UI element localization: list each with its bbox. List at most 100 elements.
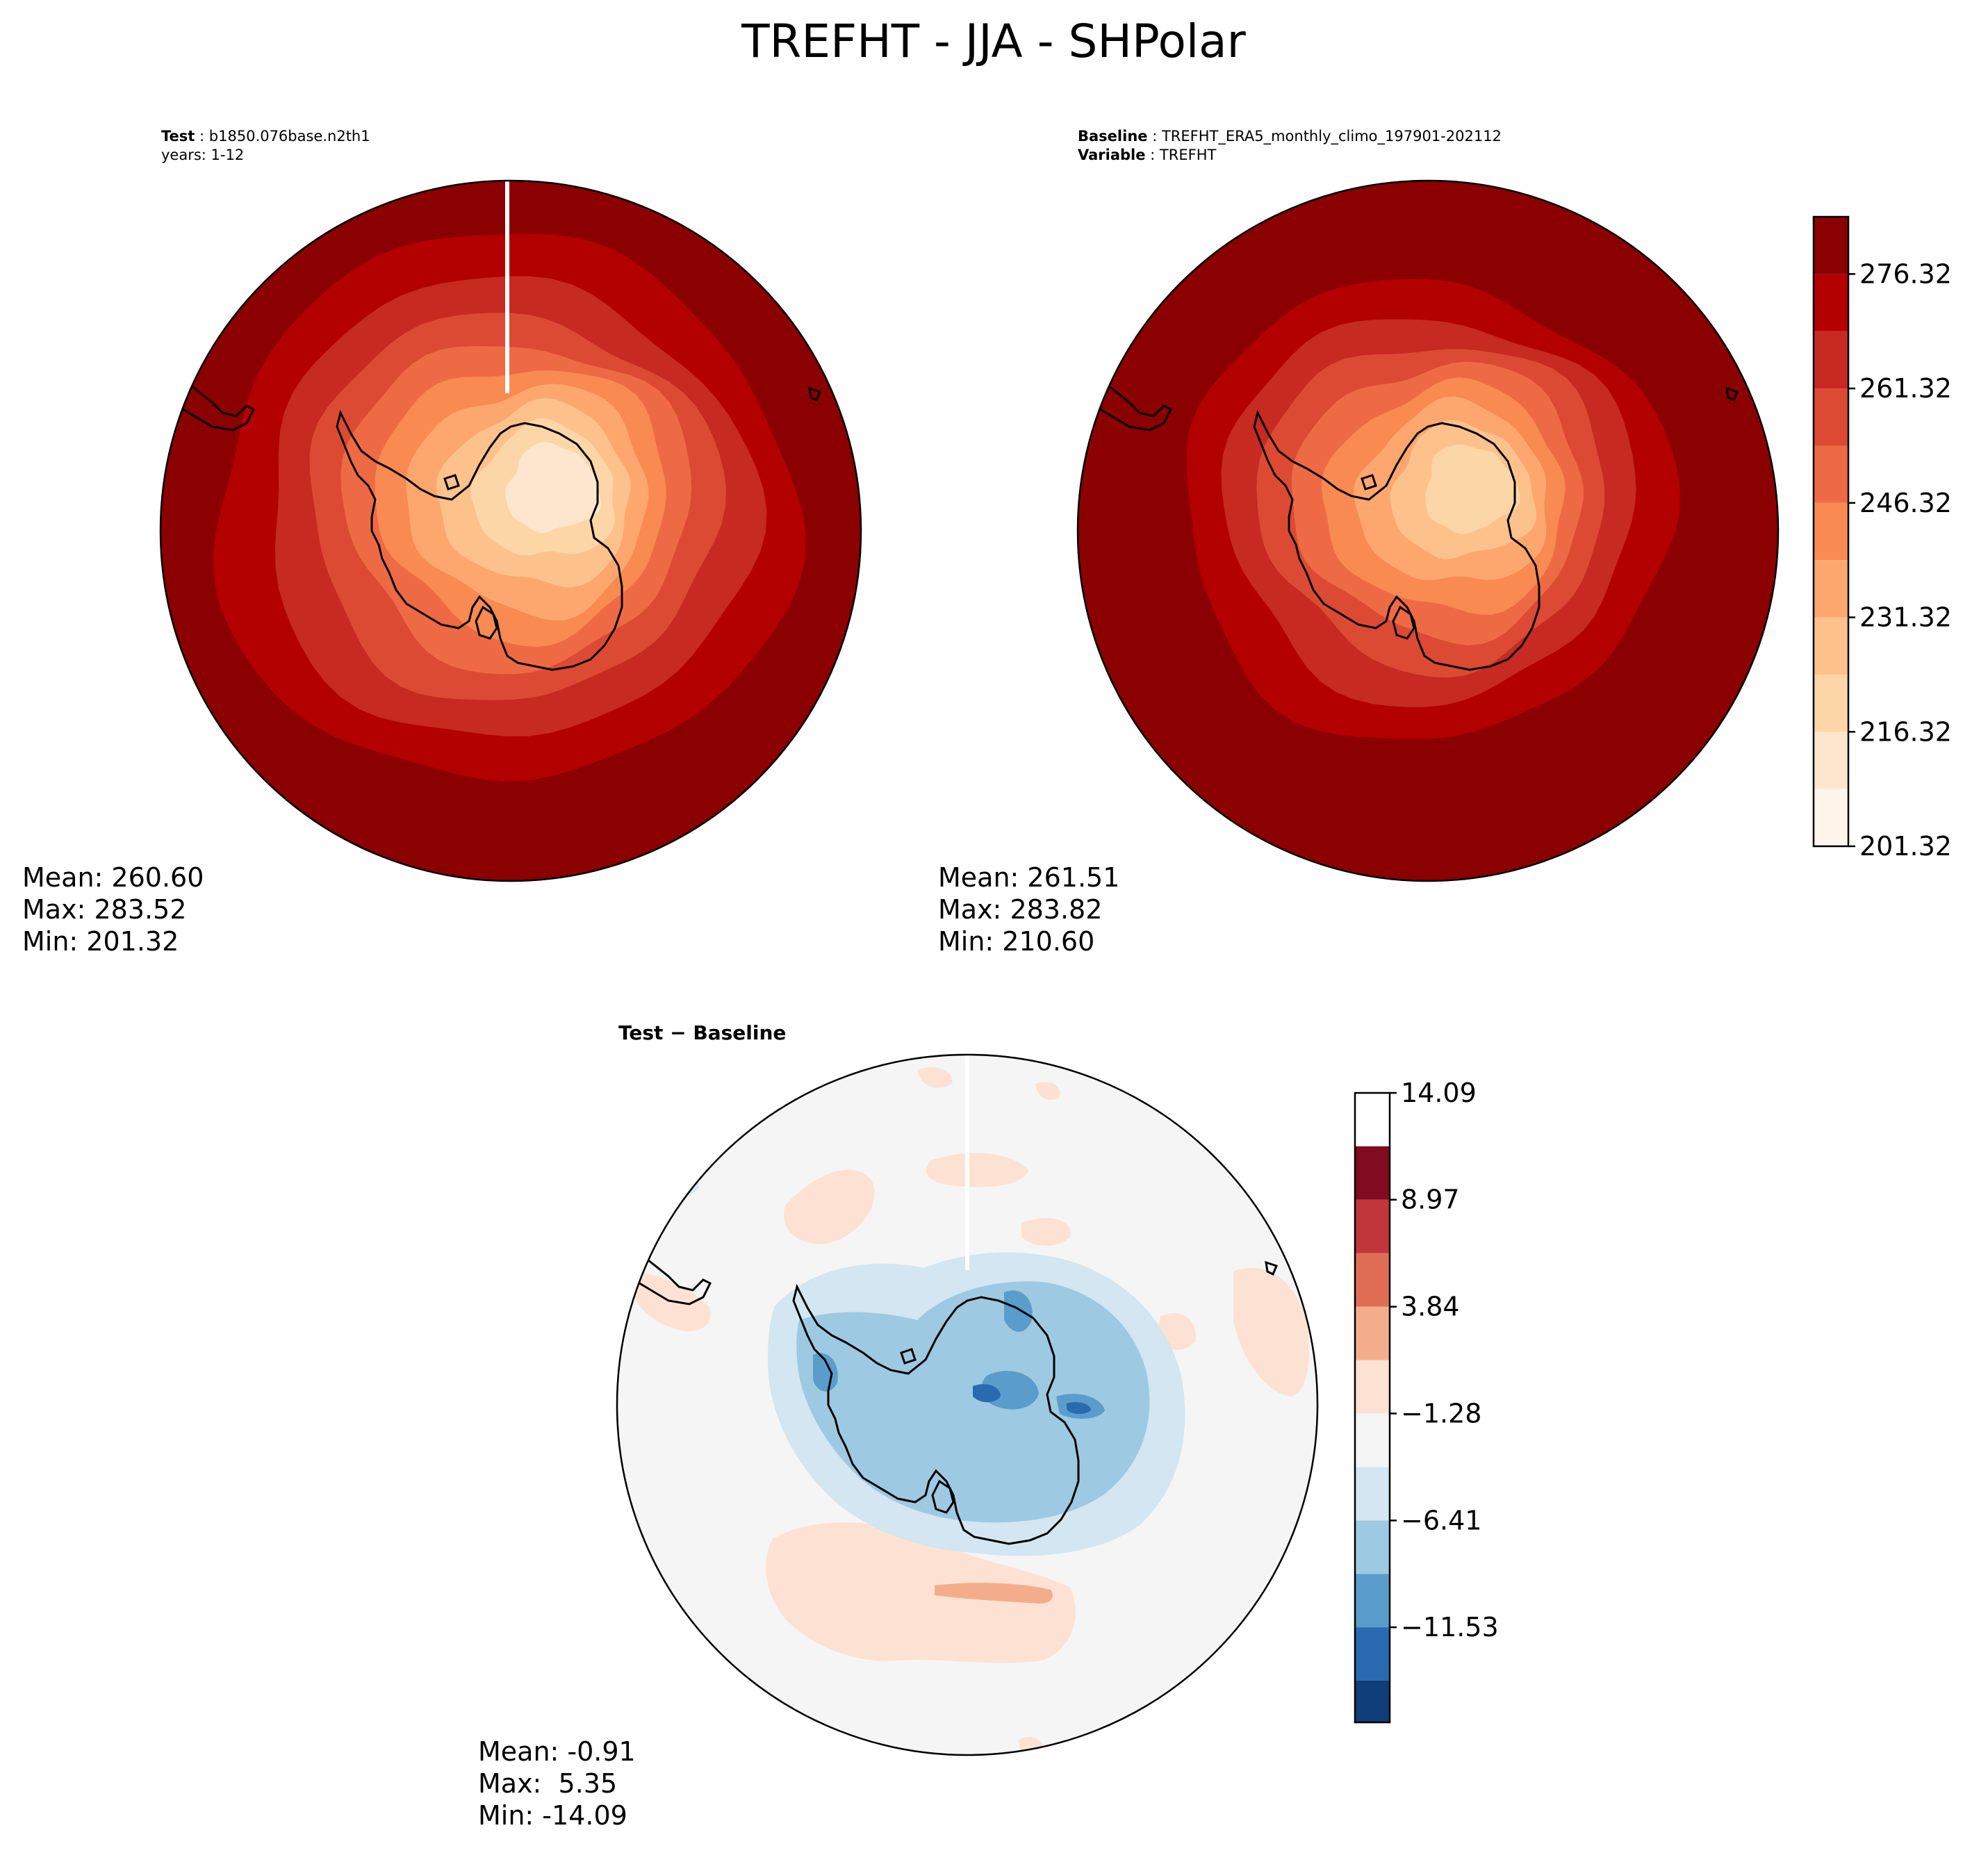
baseline-panel: Baseline : TREFHT_ERA5_monthly_climo_197… [938, 128, 1780, 957]
difference-map [617, 1055, 1317, 1755]
colorbar-segment [1814, 331, 1848, 389]
difference-mean: Mean: -0.91 [478, 1736, 636, 1767]
test-mean: Mean: 260.60 [22, 862, 204, 893]
colorbar-segment [1355, 1574, 1390, 1628]
difference-positive-patch [1233, 1267, 1309, 1397]
difference-positive-strip [935, 1583, 1053, 1604]
coastline-path [931, 1479, 955, 1514]
difference-negative-patch [1004, 1290, 1033, 1332]
colorbar-segment [1814, 217, 1848, 274]
contour-band [505, 442, 601, 533]
baseline-header-key: Baseline [1078, 128, 1148, 145]
baseline-max: Max: 283.82 [938, 894, 1102, 925]
test-contour-bands [161, 181, 861, 881]
coastline-path [443, 474, 460, 491]
baseline-header-sep: : [1148, 128, 1162, 145]
baseline-map-border [1076, 179, 1780, 882]
difference-min: Min: -14.09 [478, 1800, 627, 1831]
colorbar-segment [1814, 674, 1848, 732]
difference-positive-patch [1035, 1082, 1060, 1101]
difference-max: Max: 5.35 [478, 1768, 617, 1799]
colorbar-segment [1814, 388, 1848, 446]
baseline-header-line1: Baseline : TREFHT_ERA5_monthly_climo_197… [1078, 128, 1502, 145]
baseline-contour-bands [1078, 181, 1778, 881]
baseline-mean: Mean: 261.51 [938, 862, 1119, 893]
colorbar-frame [1354, 1092, 1391, 1724]
colorbar-segment [1814, 274, 1848, 331]
colorbar-segment [1355, 1467, 1390, 1521]
colorbar-segment [1355, 1680, 1390, 1722]
difference-negative-patch [1067, 1402, 1091, 1415]
colorbar-tick-label: 246.32 [1859, 488, 1952, 518]
colorbar-segment [1814, 789, 1848, 846]
colorbar-tick-label: 14.09 [1401, 1078, 1477, 1108]
colorbar-segment [1355, 1199, 1390, 1253]
difference-map-border [616, 1053, 1319, 1756]
colorbar-segment [1355, 1146, 1390, 1200]
test-panel: Test : b1850.076base.n2th1 years: 1-12 M… [22, 128, 862, 957]
baseline-min: Min: 210.60 [938, 926, 1094, 957]
colorbar-segment [1355, 1253, 1390, 1307]
figure-title: TREFHT - JJA - SHPolar [741, 15, 1246, 68]
test-seam [505, 181, 509, 393]
colorbar-tick-label: 8.97 [1401, 1185, 1460, 1215]
colorbar-tick-label: 3.84 [1401, 1292, 1460, 1322]
difference-positive-patch [917, 1067, 953, 1088]
difference-positive-patch [766, 1522, 1076, 1663]
absolute-colorbar: 201.32 216.32 231.32 246.32 261.32 276.32 [1812, 215, 1952, 862]
test-header-value: b1850.076base.n2th1 [209, 128, 370, 145]
colorbar-segment [1814, 617, 1848, 675]
coastline-island [1725, 386, 1739, 402]
difference-positive-patch [784, 1169, 875, 1244]
difference-panel: Test − Baseline [478, 1021, 1319, 1831]
colorbar-segment [1355, 1413, 1390, 1467]
colorbar-segment [1814, 732, 1848, 789]
colorbar-segment [1355, 1306, 1390, 1360]
coastline-island [563, 880, 600, 881]
difference-negative-patches [660, 1158, 1185, 1556]
test-max: Max: 283.52 [22, 894, 186, 925]
coastline-path [1361, 474, 1377, 491]
test-map [161, 181, 861, 881]
coastline-path [1253, 409, 1541, 671]
test-min: Min: 201.32 [22, 926, 179, 957]
difference-negative-patch [796, 1281, 1150, 1523]
coastline-path [792, 1283, 1080, 1545]
difference-negative-patch [813, 1353, 838, 1392]
coastline-island [1265, 1260, 1279, 1276]
difference-seam [965, 1055, 969, 1270]
coastline-path [900, 1348, 917, 1365]
colorbar-segment [1814, 560, 1848, 618]
coastline-path [336, 409, 623, 671]
test-header-sep: : [195, 128, 208, 145]
baseline-variable-key: Variable [1078, 147, 1145, 163]
colorbar-tick-label: 261.32 [1859, 373, 1952, 404]
baseline-variable-value: TREFHT [1159, 147, 1217, 163]
baseline-map [1078, 181, 1778, 881]
contour-band [1425, 444, 1520, 534]
difference-colorbar: −11.53 −6.41 −1.28 3.84 8.97 14.09 [1354, 1078, 1499, 1724]
coastline-island [808, 386, 822, 402]
coastline-island [1019, 1754, 1056, 1755]
colorbar-tick-label: −11.53 [1401, 1612, 1499, 1642]
baseline-coastline [1078, 366, 1739, 881]
coastline-path [1392, 605, 1415, 640]
difference-negative-patch [973, 1384, 1001, 1403]
baseline-header-line2: Variable : TREFHT [1078, 147, 1216, 163]
test-header-line1: Test : b1850.076base.n2th1 [161, 128, 370, 145]
colorbar-tick-label: −1.28 [1401, 1398, 1481, 1428]
test-map-border [159, 179, 862, 882]
colorbar-segment [1355, 1627, 1390, 1681]
coastline-island [1480, 880, 1517, 881]
baseline-header-value: TREFHT_ERA5_monthly_climo_197901-202112 [1161, 128, 1502, 145]
baseline-variable-sep: : [1145, 147, 1159, 163]
colorbar-segment [1814, 445, 1848, 503]
difference-title: Test − Baseline [618, 1021, 786, 1044]
test-header-key: Test [161, 128, 195, 145]
colorbar-tick-label: 231.32 [1859, 602, 1952, 633]
difference-positive-patch [926, 1153, 1028, 1187]
coastline-path [475, 605, 498, 640]
colorbar-segment [1355, 1360, 1390, 1414]
colorbar-tick-label: −6.41 [1401, 1505, 1481, 1535]
